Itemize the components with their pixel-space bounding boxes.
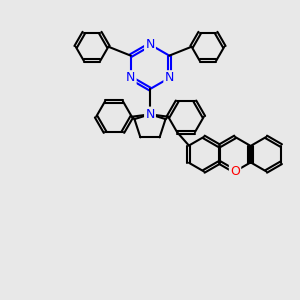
Text: N: N <box>145 38 155 51</box>
Text: N: N <box>145 108 155 121</box>
Text: N: N <box>165 71 174 84</box>
Text: N: N <box>126 71 135 84</box>
Text: O: O <box>230 165 240 178</box>
